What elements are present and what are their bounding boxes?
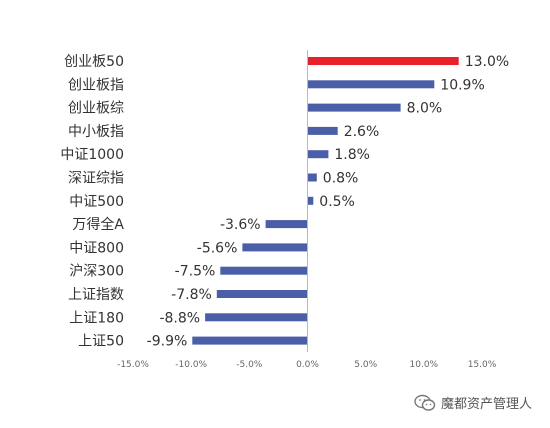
bar xyxy=(307,150,329,159)
bar xyxy=(265,220,308,229)
watermark: 魔都资产管理人 xyxy=(414,393,532,412)
bar xyxy=(242,243,308,252)
data-label: -7.5% xyxy=(175,264,216,280)
bar xyxy=(205,313,308,322)
bar xyxy=(307,196,314,205)
bar xyxy=(192,336,308,345)
data-label: -7.8% xyxy=(171,287,212,303)
category-label: 创业板综 xyxy=(68,101,124,117)
category-label: 上证指数 xyxy=(68,287,124,303)
x-tick-label: 0.0% xyxy=(296,360,319,370)
x-tick-label: -10.0% xyxy=(175,360,207,370)
category-label: 中证800 xyxy=(69,240,124,256)
category-label: 创业板指 xyxy=(68,77,124,93)
x-tick-label: 5.0% xyxy=(354,360,377,370)
category-label: 上证50 xyxy=(78,334,124,350)
data-label: -9.9% xyxy=(147,334,188,350)
x-tick-label: 10.0% xyxy=(410,360,439,370)
category-label: 深证综指 xyxy=(68,171,124,187)
category-label: 沪深300 xyxy=(69,264,124,280)
data-label: 0.5% xyxy=(319,194,355,210)
data-label: -8.8% xyxy=(159,310,200,326)
data-label: 8.0% xyxy=(407,101,443,117)
data-label: 1.8% xyxy=(334,147,370,163)
category-label: 中小板指 xyxy=(68,124,124,140)
x-tick-label: 15.0% xyxy=(468,360,497,370)
data-label: 2.6% xyxy=(344,124,380,140)
category-label: 创业板50 xyxy=(64,54,124,70)
data-label: -5.6% xyxy=(197,240,238,256)
bar xyxy=(307,173,317,182)
category-label: 万得全A xyxy=(72,216,124,233)
bar xyxy=(307,126,338,135)
watermark-text: 魔都资产管理人 xyxy=(441,397,533,412)
category-label: 上证180 xyxy=(69,310,124,326)
data-label: 10.9% xyxy=(440,77,484,93)
bar xyxy=(307,80,435,89)
category-label: 中证500 xyxy=(69,194,124,210)
data-label: 0.8% xyxy=(323,171,359,187)
bar xyxy=(307,103,401,112)
bar xyxy=(220,266,308,275)
x-tick-label: -15.0% xyxy=(117,360,149,370)
bar xyxy=(216,290,308,298)
data-label: 13.0% xyxy=(465,54,509,70)
data-label: -3.6% xyxy=(220,217,261,233)
bar xyxy=(307,57,459,65)
wechat-icon xyxy=(414,394,436,411)
x-tick-label: -5.0% xyxy=(236,360,263,370)
category-label: 中证1000 xyxy=(60,147,124,163)
